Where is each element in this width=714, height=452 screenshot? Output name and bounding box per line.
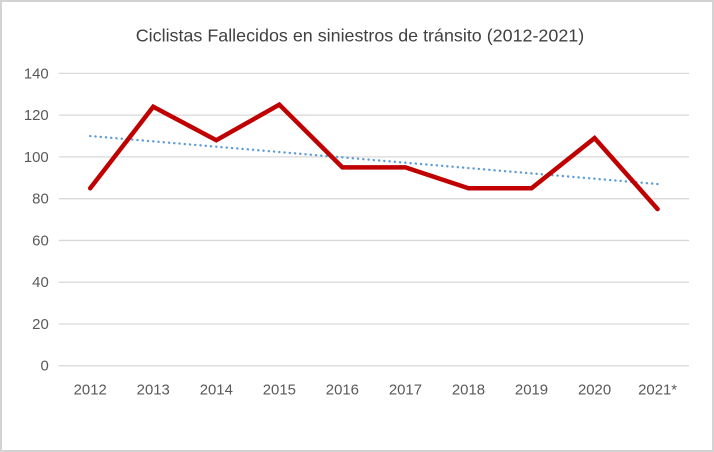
x-axis-tick-label: 2018 (452, 383, 485, 399)
x-axis-tick-label: 2020 (578, 383, 611, 399)
y-axis-tick-label: 40 (32, 275, 49, 291)
series-line (87, 101, 660, 212)
x-axis-labels: 2012 2013 2014 2015 2016 2017 2018 2019 2020 2021… (74, 383, 678, 399)
trendline (89, 134, 659, 186)
y-axis-tick-label: 80 (32, 192, 49, 208)
x-axis-tick-label: 2019 (515, 383, 548, 399)
y-axis-tick-label: 100 (24, 150, 49, 166)
y-axis-tick-label: 60 (32, 233, 49, 249)
x-axis-tick-label: 2013 (137, 383, 170, 399)
y-axis-tick-label: 140 (24, 66, 49, 82)
y-axis-labels: 0 20 40 60 80 100 120 140 (24, 66, 49, 374)
x-axis-tick-label: 2015 (263, 383, 296, 399)
x-axis-tick-label: 2016 (326, 383, 359, 399)
x-axis-tick-label: 2012 (74, 383, 107, 399)
y-axis-tick-label: 20 (32, 317, 49, 333)
x-axis-tick-label: 2017 (389, 383, 422, 399)
y-axis-tick-label: 0 (40, 359, 48, 375)
x-axis-tick-label: 2021* (638, 383, 677, 399)
gridlines (58, 72, 690, 367)
x-axis-tick-label: 2014 (200, 383, 233, 399)
chart-title: Ciclistas Fallecidos en siniestros de tr… (136, 26, 584, 46)
y-axis-tick-label: 120 (24, 108, 49, 124)
